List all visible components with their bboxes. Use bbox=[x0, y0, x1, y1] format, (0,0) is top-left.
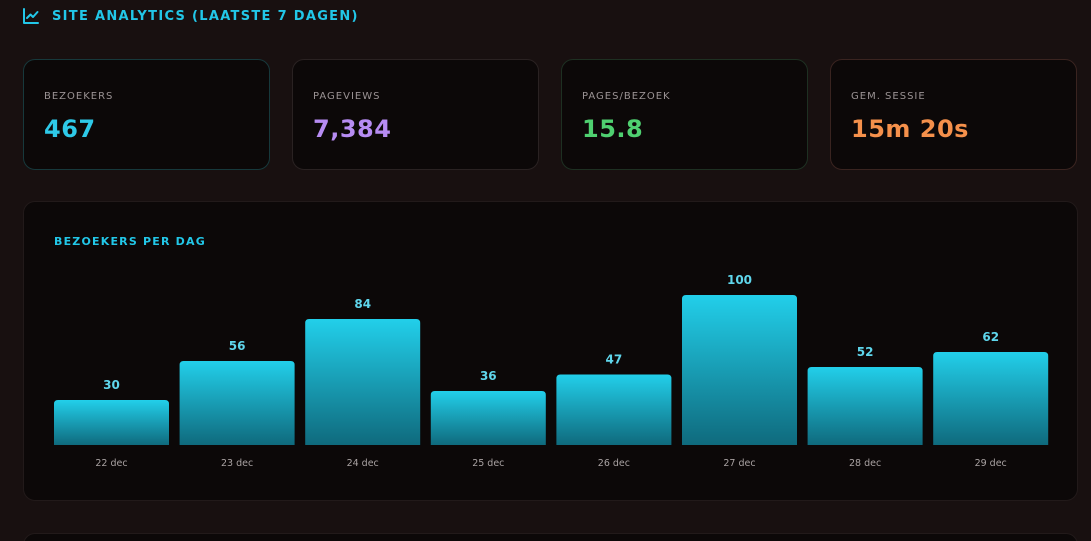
stat-value: 15.8 bbox=[582, 115, 644, 143]
chart-bar bbox=[556, 374, 672, 445]
chart-bar bbox=[54, 400, 169, 445]
bar-value-label: 100 bbox=[727, 273, 752, 287]
chart-bar bbox=[682, 295, 797, 445]
chart-title: BEZOEKERS PER DAG bbox=[54, 235, 206, 248]
bar-value-label: 36 bbox=[480, 369, 497, 383]
bar-value-label: 52 bbox=[857, 345, 874, 359]
chart-bar bbox=[933, 352, 1049, 445]
bar-value-label: 47 bbox=[606, 353, 623, 367]
x-tick-label: 29 dec bbox=[975, 458, 1007, 469]
x-tick-label: 24 dec bbox=[347, 458, 379, 469]
stat-label: PAGEVIEWS bbox=[313, 91, 381, 102]
stat-value: 7,384 bbox=[313, 115, 392, 143]
stat-card-visitors: BEZOEKERS 467 bbox=[23, 59, 270, 170]
chart-bar bbox=[305, 319, 421, 445]
chart-line-icon bbox=[22, 7, 40, 25]
chart-bar bbox=[179, 361, 295, 445]
page-title: SITE ANALYTICS (LAATSTE 7 DAGEN) bbox=[52, 8, 359, 24]
bar-value-label: 30 bbox=[103, 378, 120, 392]
chart-bar bbox=[807, 367, 923, 445]
visitors-per-day-chart: BEZOEKERS PER DAG 30 22 dec 56 23 dec 84 24 d… bbox=[23, 201, 1078, 501]
stat-card-avg-session: GEM. SESSIE 15m 20s bbox=[830, 59, 1077, 170]
bar-value-label: 62 bbox=[982, 330, 999, 344]
stat-label: PAGES/BEZOEK bbox=[582, 91, 671, 102]
x-tick-label: 23 dec bbox=[221, 458, 253, 469]
stat-value: 15m 20s bbox=[851, 115, 969, 143]
x-tick-label: 22 dec bbox=[95, 458, 127, 469]
x-tick-label: 25 dec bbox=[472, 458, 504, 469]
stat-label: BEZOEKERS bbox=[44, 91, 114, 102]
chart-bar bbox=[430, 391, 546, 445]
x-tick-label: 28 dec bbox=[849, 458, 881, 469]
stat-card-pages-per-visit: PAGES/BEZOEK 15.8 bbox=[561, 59, 808, 170]
x-tick-label: 26 dec bbox=[598, 458, 630, 469]
bar-chart-canvas: 30 22 dec 56 23 dec 84 24 dec 36 25 dec 47 26 dec… bbox=[54, 273, 1049, 469]
stat-label: GEM. SESSIE bbox=[851, 91, 926, 102]
page-header: SITE ANALYTICS (LAATSTE 7 DAGEN) bbox=[22, 6, 359, 26]
stat-value: 467 bbox=[44, 115, 96, 143]
secondary-panel bbox=[23, 533, 1078, 541]
bar-value-label: 84 bbox=[354, 297, 371, 311]
x-tick-label: 27 dec bbox=[723, 458, 755, 469]
bar-value-label: 56 bbox=[229, 339, 246, 353]
stat-card-pageviews: PAGEVIEWS 7,384 bbox=[292, 59, 539, 170]
